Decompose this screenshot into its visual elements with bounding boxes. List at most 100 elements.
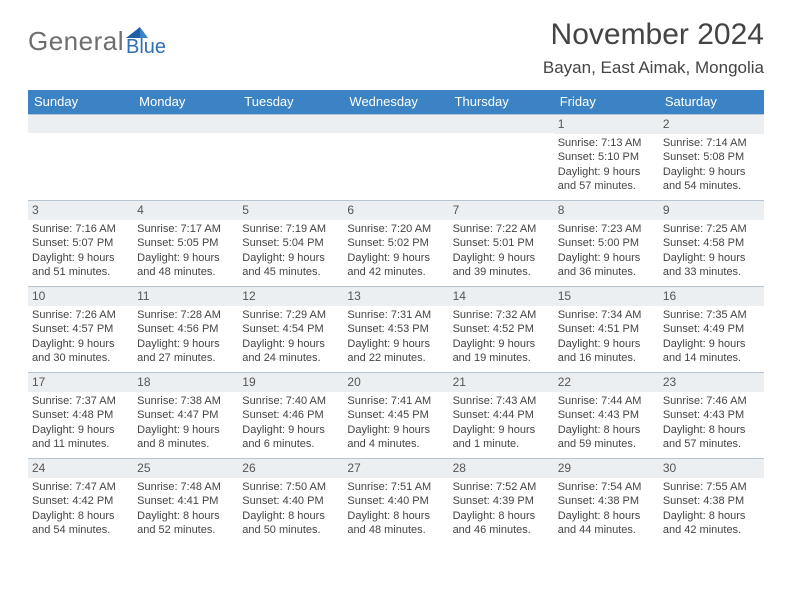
calendar-cell: 22Sunrise: 7:44 AMSunset: 4:43 PMDayligh… xyxy=(554,372,659,458)
day-body: Sunrise: 7:28 AMSunset: 4:56 PMDaylight:… xyxy=(133,306,238,367)
daylight: Daylight: 9 hours and 8 minutes. xyxy=(137,423,234,451)
calendar-cell xyxy=(238,114,343,200)
weekday-monday: Monday xyxy=(133,90,238,114)
weekday-sunday: Sunday xyxy=(28,90,133,114)
daylight: Daylight: 9 hours and 16 minutes. xyxy=(558,337,655,365)
day-number: 28 xyxy=(449,459,554,478)
sunset: Sunset: 4:38 PM xyxy=(558,494,655,508)
sunset: Sunset: 4:57 PM xyxy=(32,322,129,336)
day-number: 13 xyxy=(343,287,448,306)
day-number: 17 xyxy=(28,373,133,392)
sunset: Sunset: 4:40 PM xyxy=(242,494,339,508)
calendar-cell: 21Sunrise: 7:43 AMSunset: 4:44 PMDayligh… xyxy=(449,372,554,458)
daylight: Daylight: 8 hours and 50 minutes. xyxy=(242,509,339,537)
location: Bayan, East Aimak, Mongolia xyxy=(543,58,764,78)
calendar-cell: 15Sunrise: 7:34 AMSunset: 4:51 PMDayligh… xyxy=(554,286,659,372)
calendar-cell: 24Sunrise: 7:47 AMSunset: 4:42 PMDayligh… xyxy=(28,458,133,544)
day-body: Sunrise: 7:37 AMSunset: 4:48 PMDaylight:… xyxy=(28,392,133,453)
day-body: Sunrise: 7:47 AMSunset: 4:42 PMDaylight:… xyxy=(28,478,133,539)
day-number xyxy=(449,115,554,133)
calendar-cell: 13Sunrise: 7:31 AMSunset: 4:53 PMDayligh… xyxy=(343,286,448,372)
day-body: Sunrise: 7:14 AMSunset: 5:08 PMDaylight:… xyxy=(659,134,764,195)
daylight: Daylight: 8 hours and 46 minutes. xyxy=(453,509,550,537)
day-number: 22 xyxy=(554,373,659,392)
sunrise: Sunrise: 7:54 AM xyxy=(558,480,655,494)
day-number: 24 xyxy=(28,459,133,478)
sunrise: Sunrise: 7:22 AM xyxy=(453,222,550,236)
day-body: Sunrise: 7:41 AMSunset: 4:45 PMDaylight:… xyxy=(343,392,448,453)
daylight: Daylight: 9 hours and 36 minutes. xyxy=(558,251,655,279)
daylight: Daylight: 9 hours and 48 minutes. xyxy=(137,251,234,279)
day-body: Sunrise: 7:46 AMSunset: 4:43 PMDaylight:… xyxy=(659,392,764,453)
day-number: 11 xyxy=(133,287,238,306)
weekday-thursday: Thursday xyxy=(449,90,554,114)
sunrise: Sunrise: 7:31 AM xyxy=(347,308,444,322)
calendar-cell: 25Sunrise: 7:48 AMSunset: 4:41 PMDayligh… xyxy=(133,458,238,544)
daylight: Daylight: 9 hours and 22 minutes. xyxy=(347,337,444,365)
day-number: 2 xyxy=(659,115,764,134)
day-number: 19 xyxy=(238,373,343,392)
daylight: Daylight: 9 hours and 57 minutes. xyxy=(558,165,655,193)
daylight: Daylight: 8 hours and 54 minutes. xyxy=(32,509,129,537)
title-block: November 2024 Bayan, East Aimak, Mongoli… xyxy=(543,18,764,78)
calendar-cell: 8 Sunrise: 7:23 AMSunset: 5:00 PMDaylight… xyxy=(554,200,659,286)
day-number: 23 xyxy=(659,373,764,392)
day-body: Sunrise: 7:50 AMSunset: 4:40 PMDaylight:… xyxy=(238,478,343,539)
day-body: Sunrise: 7:22 AMSunset: 5:01 PMDaylight:… xyxy=(449,220,554,281)
day-body: Sunrise: 7:44 AMSunset: 4:43 PMDaylight:… xyxy=(554,392,659,453)
calendar-cell xyxy=(133,114,238,200)
calendar-cell xyxy=(343,114,448,200)
logo-text-blue: Blue xyxy=(126,36,166,59)
day-number: 25 xyxy=(133,459,238,478)
day-number: 9 xyxy=(659,201,764,220)
day-body: Sunrise: 7:26 AMSunset: 4:57 PMDaylight:… xyxy=(28,306,133,367)
sunset: Sunset: 4:40 PM xyxy=(347,494,444,508)
day-number xyxy=(133,115,238,133)
sunset: Sunset: 5:10 PM xyxy=(558,150,655,164)
calendar-cell: 28Sunrise: 7:52 AMSunset: 4:39 PMDayligh… xyxy=(449,458,554,544)
day-body xyxy=(28,133,133,193)
weekday-wednesday: Wednesday xyxy=(343,90,448,114)
sunset: Sunset: 4:42 PM xyxy=(32,494,129,508)
day-number: 18 xyxy=(133,373,238,392)
day-number xyxy=(343,115,448,133)
sunrise: Sunrise: 7:43 AM xyxy=(453,394,550,408)
weekday-header: Sunday Monday Tuesday Wednesday Thursday… xyxy=(28,90,764,114)
sunset: Sunset: 4:39 PM xyxy=(453,494,550,508)
sunrise: Sunrise: 7:32 AM xyxy=(453,308,550,322)
daylight: Daylight: 9 hours and 33 minutes. xyxy=(663,251,760,279)
day-number: 4 xyxy=(133,201,238,220)
daylight: Daylight: 8 hours and 57 minutes. xyxy=(663,423,760,451)
daylight: Daylight: 9 hours and 6 minutes. xyxy=(242,423,339,451)
sunrise: Sunrise: 7:38 AM xyxy=(137,394,234,408)
day-body: Sunrise: 7:31 AMSunset: 4:53 PMDaylight:… xyxy=(343,306,448,367)
sunrise: Sunrise: 7:40 AM xyxy=(242,394,339,408)
daylight: Daylight: 9 hours and 24 minutes. xyxy=(242,337,339,365)
sunset: Sunset: 4:56 PM xyxy=(137,322,234,336)
sunset: Sunset: 5:07 PM xyxy=(32,236,129,250)
sunset: Sunset: 5:00 PM xyxy=(558,236,655,250)
day-number: 8 xyxy=(554,201,659,220)
sunrise: Sunrise: 7:26 AM xyxy=(32,308,129,322)
daylight: Daylight: 8 hours and 59 minutes. xyxy=(558,423,655,451)
daylight: Daylight: 8 hours and 52 minutes. xyxy=(137,509,234,537)
sunrise: Sunrise: 7:23 AM xyxy=(558,222,655,236)
daylight: Daylight: 9 hours and 19 minutes. xyxy=(453,337,550,365)
daylight: Daylight: 9 hours and 27 minutes. xyxy=(137,337,234,365)
day-body: Sunrise: 7:25 AMSunset: 4:58 PMDaylight:… xyxy=(659,220,764,281)
sunset: Sunset: 5:01 PM xyxy=(453,236,550,250)
day-number: 7 xyxy=(449,201,554,220)
calendar-cell: 2Sunrise: 7:14 AMSunset: 5:08 PMDaylight… xyxy=(659,114,764,200)
day-number: 3 xyxy=(28,201,133,220)
calendar-cell: 7Sunrise: 7:22 AMSunset: 5:01 PMDaylight… xyxy=(449,200,554,286)
sunrise: Sunrise: 7:14 AM xyxy=(663,136,760,150)
sunrise: Sunrise: 7:35 AM xyxy=(663,308,760,322)
calendar-cell: 29Sunrise: 7:54 AMSunset: 4:38 PMDayligh… xyxy=(554,458,659,544)
day-number: 26 xyxy=(238,459,343,478)
calendar-cell: 5Sunrise: 7:19 AMSunset: 5:04 PMDaylight… xyxy=(238,200,343,286)
sunset: Sunset: 4:51 PM xyxy=(558,322,655,336)
day-body: Sunrise: 7:48 AMSunset: 4:41 PMDaylight:… xyxy=(133,478,238,539)
calendar-cell: 18Sunrise: 7:38 AMSunset: 4:47 PMDayligh… xyxy=(133,372,238,458)
day-number: 1 xyxy=(554,115,659,134)
calendar-cell: 10Sunrise: 7:26 AMSunset: 4:57 PMDayligh… xyxy=(28,286,133,372)
